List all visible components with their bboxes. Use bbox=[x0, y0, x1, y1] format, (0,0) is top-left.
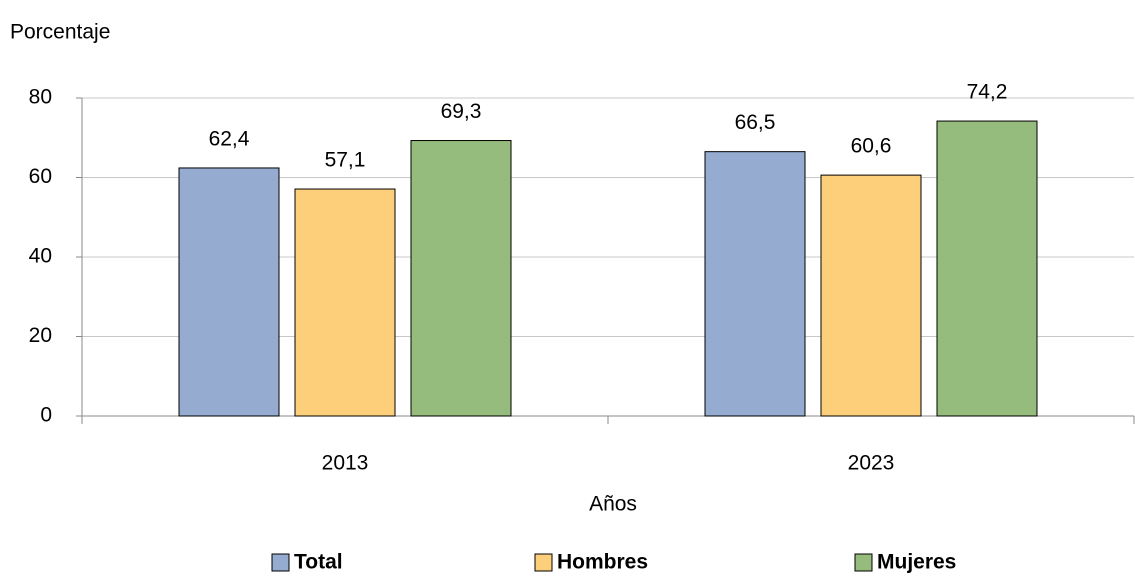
bar bbox=[294, 188, 396, 417]
legend-swatch bbox=[854, 553, 873, 572]
value-label: 69,3 bbox=[441, 100, 482, 123]
value-label: 74,2 bbox=[967, 81, 1008, 104]
bar bbox=[704, 151, 806, 417]
y-tick-label: 20 bbox=[29, 324, 52, 347]
y-tick-label: 40 bbox=[29, 245, 52, 268]
legend-swatch bbox=[534, 553, 553, 572]
bar bbox=[178, 167, 280, 417]
y-tick-label: 60 bbox=[29, 165, 52, 188]
legend-label: Hombres bbox=[557, 551, 648, 574]
y-tick-label: 0 bbox=[40, 404, 52, 427]
value-label: 57,1 bbox=[325, 149, 366, 172]
bar bbox=[820, 174, 922, 417]
y-axis-label: Porcentaje bbox=[10, 21, 110, 44]
x-tick-label: 2013 bbox=[322, 452, 369, 475]
value-label: 60,6 bbox=[851, 135, 892, 158]
x-tick-label: 2023 bbox=[848, 452, 895, 475]
bar bbox=[936, 120, 1038, 417]
y-tick-label: 80 bbox=[29, 86, 52, 109]
x-axis-label: Años bbox=[589, 493, 637, 516]
legend-swatch bbox=[271, 553, 290, 572]
legend-label: Total bbox=[294, 551, 343, 574]
legend-label: Mujeres bbox=[877, 551, 956, 574]
value-label: 62,4 bbox=[209, 128, 250, 151]
value-label: 66,5 bbox=[735, 111, 776, 134]
bar bbox=[410, 140, 512, 417]
